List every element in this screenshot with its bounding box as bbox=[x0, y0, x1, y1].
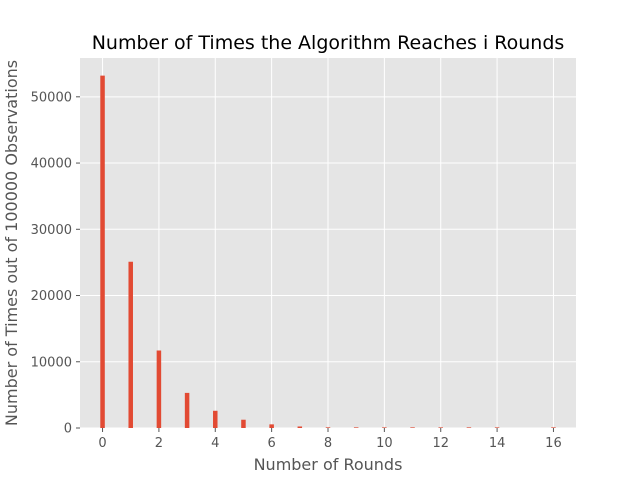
y-tick-label: 20000 bbox=[31, 289, 72, 304]
bar bbox=[382, 427, 387, 428]
y-tick-label: 50000 bbox=[31, 90, 72, 105]
x-tick-label: 8 bbox=[324, 436, 332, 451]
bar bbox=[156, 350, 162, 428]
y-tick-label: 30000 bbox=[31, 223, 72, 238]
bar bbox=[100, 75, 105, 428]
bar bbox=[297, 426, 303, 428]
bar bbox=[494, 427, 500, 428]
y-tick-label: 0 bbox=[64, 422, 72, 437]
bar bbox=[269, 424, 274, 428]
bar bbox=[241, 419, 246, 428]
chart-title: Number of Times the Algorithm Reaches i … bbox=[92, 32, 565, 54]
y-tick-label: 10000 bbox=[31, 355, 72, 370]
bar bbox=[551, 427, 556, 428]
x-axis-title: Number of Rounds bbox=[254, 455, 403, 474]
bars bbox=[100, 75, 556, 428]
bar bbox=[128, 261, 133, 428]
x-tick-marks bbox=[102, 428, 554, 432]
x-tick-labels: 0 2 4 6 8 10 12 14 16 bbox=[98, 436, 561, 451]
bar bbox=[325, 427, 331, 428]
x-tick-label: 16 bbox=[545, 436, 562, 451]
y-axis-title: Number of Times out of 100000 Observatio… bbox=[2, 60, 21, 426]
bar bbox=[213, 410, 218, 428]
bar bbox=[184, 392, 190, 428]
x-tick-label: 2 bbox=[155, 436, 163, 451]
x-tick-label: 14 bbox=[489, 436, 506, 451]
x-tick-label: 6 bbox=[267, 436, 275, 451]
x-tick-label: 10 bbox=[376, 436, 393, 451]
grid-lines bbox=[80, 58, 576, 429]
bar bbox=[438, 427, 443, 428]
x-tick-label: 12 bbox=[432, 436, 449, 451]
y-tick-marks bbox=[76, 96, 80, 429]
bar bbox=[466, 427, 472, 428]
bar bbox=[353, 427, 359, 428]
y-tick-labels: 0 10000 20000 30000 40000 50000 bbox=[31, 90, 72, 436]
x-tick-label: 0 bbox=[98, 436, 106, 451]
x-tick-label: 4 bbox=[211, 436, 219, 451]
y-tick-label: 40000 bbox=[31, 157, 72, 172]
bar bbox=[410, 427, 415, 428]
